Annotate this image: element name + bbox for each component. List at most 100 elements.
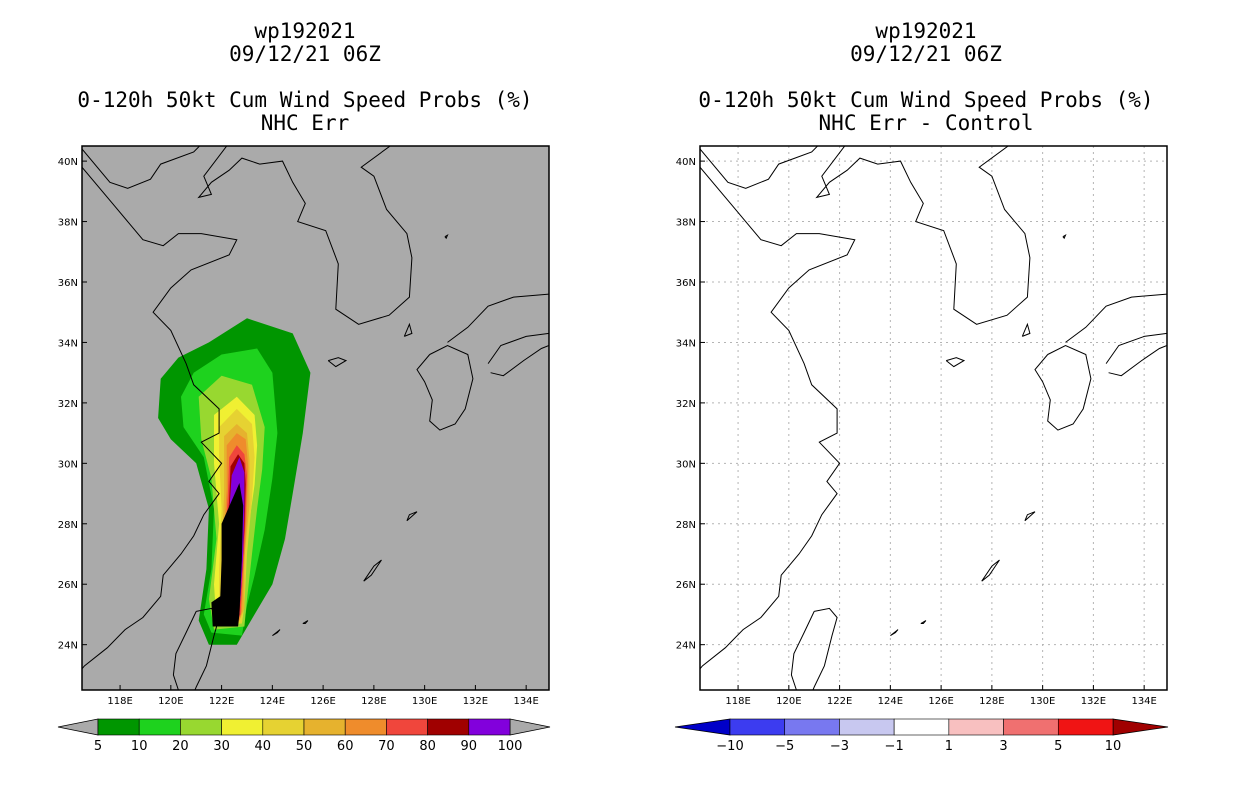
ytick-label: 32N: [58, 399, 78, 410]
coastline-ulleung: [1062, 234, 1067, 240]
left-cbar-left-arrow: [57, 718, 99, 736]
coastline-jeju: [327, 357, 348, 368]
left-cbar-label: 30: [213, 739, 230, 754]
coastline-taiwan: [790, 607, 838, 690]
coastline-shikoku2: [1108, 345, 1167, 377]
ytick-label: 30N: [676, 459, 696, 470]
xtick-label: 118E: [725, 696, 750, 707]
right-map-frame: [699, 145, 1168, 691]
coastline-kyushu: [416, 344, 474, 431]
coastline-ulleung: [444, 234, 449, 240]
left-cbar-label: 60: [337, 739, 354, 754]
ytick-label: 38N: [676, 218, 696, 229]
right-cbar-swatch: [1003, 718, 1059, 736]
xtick-label: 134E: [1131, 696, 1156, 707]
xtick-label: 124E: [878, 696, 903, 707]
ytick-label: 34N: [58, 338, 78, 349]
left-storm-id: wp192021: [254, 19, 356, 43]
right-cbar-swatch: [1057, 718, 1114, 736]
right-title-block: wp192021 09/12/21 06Z 0-120h 50kt Cum Wi…: [666, 20, 1186, 135]
coastline-ishigaki: [890, 629, 899, 637]
left-cbar-label: 90: [461, 739, 478, 754]
right-datetime: 09/12/21 06Z: [850, 42, 1002, 66]
coastline-tsushima: [1021, 322, 1031, 337]
right-cbar-label: −10: [716, 739, 743, 754]
xtick-label: 130E: [412, 696, 437, 707]
right-map-background: [700, 146, 1167, 690]
xtick-label: 132E: [1081, 696, 1106, 707]
coastline-jeju: [945, 357, 966, 368]
xtick-label: 134E: [513, 696, 538, 707]
left-cbar-swatch: [427, 718, 470, 736]
xtick-label: 118E: [107, 696, 132, 707]
left-title: 0-120h 50kt Cum Wind Speed Probs (%): [77, 88, 533, 112]
ytick-label: 24N: [676, 641, 696, 652]
right-cbar-swatch: [784, 718, 840, 736]
right-cbar-label: 10: [1105, 739, 1122, 754]
xtick-label: 120E: [776, 696, 801, 707]
right-cbar-swatch: [948, 718, 1004, 736]
coastline-taiwan: [172, 607, 220, 690]
left-map-frame: [81, 145, 550, 691]
left-cbar-label: 70: [378, 739, 395, 754]
ytick-label: 30N: [58, 459, 78, 470]
left-cbar-label: 80: [419, 739, 436, 754]
left-colorbar: 5 10 20 30 40 50 60 70 80 90 100: [57, 718, 551, 754]
coastline-miyako: [920, 620, 927, 624]
xtick-label: 128E: [979, 696, 1004, 707]
right-subtitle: NHC Err - Control: [818, 111, 1034, 135]
xtick-label: 132E: [463, 696, 488, 707]
left-cbar-swatch: [303, 718, 346, 736]
coastline-shikoku: [487, 332, 549, 364]
right-cbar-label: 5: [1054, 739, 1062, 754]
coastline-okinawa: [981, 559, 1000, 582]
left-cbar-right-arrow: [509, 718, 551, 736]
right-cbar-label: −1: [885, 739, 904, 754]
right-title: 0-120h 50kt Cum Wind Speed Probs (%): [698, 88, 1154, 112]
coastline-honshu: [447, 293, 549, 343]
left-datetime: 09/12/21 06Z: [229, 42, 381, 66]
left-cbar-label: 100: [498, 739, 523, 754]
coastline-amami: [406, 511, 418, 522]
left-cbar-swatch: [468, 718, 511, 736]
left-cbar-swatch: [262, 718, 305, 736]
ytick-label: 28N: [58, 520, 78, 531]
right-cbar-label: −3: [830, 739, 849, 754]
xtick-label: 122E: [827, 696, 852, 707]
ytick-label: 36N: [58, 278, 78, 289]
right-cbar-label: 1: [945, 739, 953, 754]
xtick-label: 130E: [1030, 696, 1055, 707]
ytick-label: 40N: [58, 157, 78, 168]
coastline-kyushu: [1034, 344, 1092, 431]
coastline-china: [700, 146, 1031, 325]
ytick-label: 34N: [676, 338, 696, 349]
ytick-label: 40N: [676, 157, 696, 168]
right-cbar-label: −5: [775, 739, 794, 754]
coastline-china2: [82, 166, 238, 670]
left-title-block: wp192021 09/12/21 06Z 0-120h 50kt Cum Wi…: [45, 20, 565, 135]
coastline-china2: [700, 166, 856, 670]
right-storm-id: wp192021: [875, 19, 977, 43]
right-cbar-swatch: [893, 718, 950, 736]
ytick-label: 38N: [58, 218, 78, 229]
left-cbar-swatch: [386, 718, 428, 736]
left-cbar-swatch: [344, 718, 387, 736]
right-cbar-right-arrow: [1112, 718, 1169, 736]
ytick-label: 26N: [58, 580, 78, 591]
xtick-label: 126E: [928, 696, 953, 707]
left-map-panel: 118E 120E 122E 124E 126E 128E 130E 132E 134E 24N 2…: [58, 145, 550, 707]
xtick-label: 124E: [260, 696, 285, 707]
right-colorbar: −10 −5 −3 −1 1 3 5 10: [674, 718, 1169, 754]
coastline-shikoku2: [490, 345, 549, 377]
coastline-shikoku: [1105, 332, 1167, 364]
right-map-panel: 118E 120E 122E 124E 126E 128E 130E 132E 134E 24N 2…: [676, 145, 1168, 707]
left-cbar-label: 40: [255, 739, 272, 754]
left-cbar-label: 20: [172, 739, 189, 754]
left-subtitle: NHC Err: [260, 111, 350, 135]
xtick-label: 128E: [361, 696, 386, 707]
ytick-label: 36N: [676, 278, 696, 289]
left-cbar-swatch: [221, 718, 264, 736]
left-cbar-swatch: [97, 718, 140, 736]
right-cbar-swatch: [839, 718, 895, 736]
left-cbar-label: 10: [131, 739, 148, 754]
